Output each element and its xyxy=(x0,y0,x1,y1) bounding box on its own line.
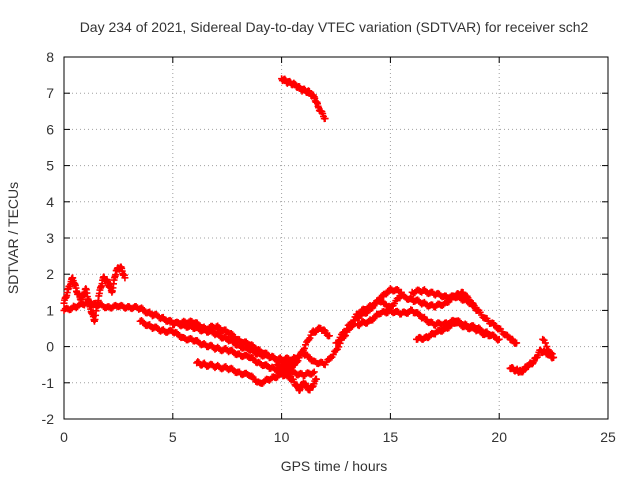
data-point xyxy=(468,300,476,308)
data-point xyxy=(310,368,318,376)
series-track-f xyxy=(273,324,333,372)
y-tick-label: 8 xyxy=(46,49,54,65)
data-point xyxy=(543,343,551,351)
y-tick-label: 0 xyxy=(46,339,54,355)
data-point xyxy=(312,375,320,383)
series-track-l xyxy=(506,335,558,376)
data-point xyxy=(513,339,521,347)
data-point xyxy=(414,309,422,317)
data-point xyxy=(309,369,317,377)
y-tick-label: 7 xyxy=(46,85,54,101)
x-tick-label: 25 xyxy=(600,429,616,445)
data-point xyxy=(300,344,308,352)
y-tick-label: -1 xyxy=(42,375,55,391)
chart-title: Day 234 of 2021, Sidereal Day-to-day VTE… xyxy=(80,19,589,35)
data-point xyxy=(327,354,335,362)
x-axis-label: GPS time / hours xyxy=(281,458,388,474)
series-track-k xyxy=(408,286,481,314)
data-point xyxy=(484,332,492,340)
x-tick-label: 0 xyxy=(60,429,68,445)
y-tick-label: 4 xyxy=(46,194,54,210)
y-tick-label: 2 xyxy=(46,266,54,282)
data-point xyxy=(283,371,291,379)
y-tick-label: 3 xyxy=(46,230,54,246)
data-point xyxy=(350,316,358,324)
data-point xyxy=(329,351,337,359)
x-tick-label: 20 xyxy=(491,429,507,445)
x-tick-label: 5 xyxy=(169,429,177,445)
data-point xyxy=(295,354,303,362)
data-point xyxy=(121,274,129,282)
data-point xyxy=(347,320,355,328)
data-point xyxy=(321,115,329,123)
y-tick-label: 5 xyxy=(46,158,54,174)
data-point xyxy=(495,335,503,343)
series-track-g xyxy=(278,75,329,123)
data-point xyxy=(544,346,552,354)
x-tick-label: 10 xyxy=(274,429,290,445)
data-point xyxy=(335,343,343,351)
data-markers xyxy=(60,75,558,395)
data-point xyxy=(343,325,351,332)
series-track-e xyxy=(193,358,320,395)
data-point xyxy=(550,353,558,361)
y-tick-label: 1 xyxy=(46,302,54,318)
data-point xyxy=(382,290,390,298)
axis-ticks xyxy=(63,56,609,420)
x-tick-label: 15 xyxy=(383,429,399,445)
data-point xyxy=(540,336,548,344)
data-point xyxy=(325,332,333,340)
data-point xyxy=(539,335,547,343)
series-track-j xyxy=(413,319,492,343)
data-point xyxy=(473,306,481,314)
y-axis-label: SDTVAR / TECUs xyxy=(5,182,21,294)
y-tick-label: -2 xyxy=(42,411,55,427)
data-point xyxy=(263,361,271,369)
y-tick-label: 6 xyxy=(46,121,54,137)
